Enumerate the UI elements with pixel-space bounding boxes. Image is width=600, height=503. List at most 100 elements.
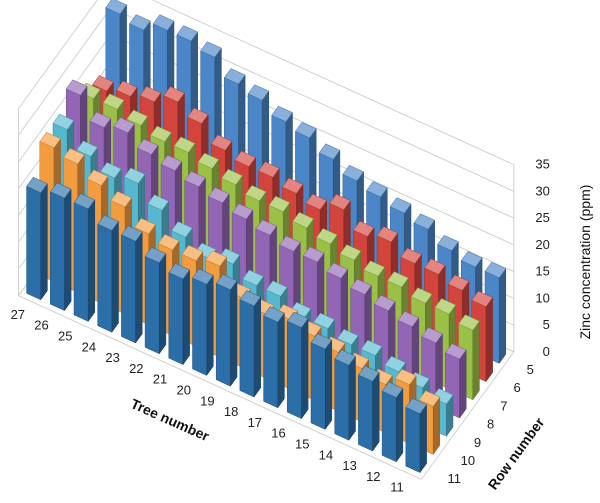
bar-top-face <box>123 167 146 184</box>
bar-side-face <box>87 199 96 323</box>
bar-top-face <box>205 250 227 267</box>
x-tick-label: 14 <box>319 447 333 462</box>
x-tick-label: 26 <box>34 318 48 333</box>
x-tick-label: 21 <box>153 372 167 387</box>
bar-top-face <box>271 105 293 123</box>
bar-front-face <box>192 277 207 376</box>
bar-row11-tree16 <box>286 311 309 420</box>
bar-side-face <box>301 317 309 420</box>
bar-top-face <box>152 14 175 31</box>
bar-top-face <box>329 193 351 211</box>
x-tick-label: 25 <box>58 329 72 344</box>
bar-top-face <box>39 131 61 149</box>
bar-row11-tree25 <box>73 193 96 323</box>
bar-row11-tree20 <box>192 268 214 377</box>
bar-top-face <box>223 68 246 85</box>
bar-side-face <box>419 403 427 474</box>
bar-top-face <box>458 314 480 331</box>
bar-top-face <box>460 251 483 268</box>
bar-top-face <box>363 260 385 277</box>
bar-top-face <box>115 80 138 97</box>
x-tick-label: 15 <box>295 437 309 452</box>
z-tick-label: 0 <box>543 344 550 359</box>
bar-row11-tree21 <box>168 263 190 366</box>
bar-front-face <box>121 234 136 344</box>
z-tick-label: 5 <box>543 317 550 332</box>
bar-top-face <box>163 86 185 103</box>
bar-top-face <box>176 25 199 42</box>
bar-top-face <box>302 246 325 263</box>
bar-top-face <box>197 152 220 169</box>
bar-top-face <box>310 333 333 350</box>
bar-top-face <box>350 278 372 295</box>
bar-side-face <box>277 312 285 409</box>
z-tick-label: 30 <box>535 183 549 198</box>
bar-front-face <box>50 191 65 311</box>
bar-top-face <box>231 203 254 220</box>
bar-row11-tree26 <box>49 182 72 312</box>
bar-top-face <box>418 390 441 407</box>
bar-top-face <box>316 228 338 245</box>
x-tick-label: 12 <box>366 469 380 484</box>
bar-row11-tree23 <box>121 225 143 344</box>
bar-top-face <box>263 306 285 323</box>
bar-top-face <box>413 213 436 230</box>
bar-top-face <box>405 397 427 415</box>
bar-top-face <box>360 339 383 356</box>
z-axis-title: Zinc concentration (ppm) <box>577 185 593 340</box>
bar-row11-tree14 <box>334 349 356 441</box>
bar-top-face <box>447 274 470 291</box>
bar-top-face <box>373 294 396 312</box>
bar-top-face <box>295 121 317 139</box>
bar-top-face <box>286 311 309 328</box>
bar-top-face <box>242 269 264 286</box>
bar-top-face <box>215 273 238 291</box>
y-tick-label: 7 <box>500 398 507 413</box>
bar-top-face <box>97 214 119 231</box>
bar-side-face <box>159 252 167 355</box>
bar-top-face <box>255 219 277 236</box>
bar-front-face <box>239 299 255 398</box>
bar-side-face <box>485 296 493 383</box>
bar-row11-tree22 <box>144 246 167 355</box>
bar-front-face <box>263 315 279 409</box>
bar-side-face <box>372 371 380 452</box>
bar-top-face <box>258 161 280 178</box>
y-tick-label: 10 <box>461 453 475 468</box>
x-tick-label: 16 <box>271 426 285 441</box>
bar-front-face <box>97 223 113 333</box>
bar-top-face <box>265 280 288 297</box>
x-tick-label: 27 <box>11 307 25 322</box>
bar-row11-tree19 <box>215 273 238 387</box>
bar-row11-tree12 <box>381 381 404 463</box>
bar-top-face <box>168 263 190 280</box>
bar-row11-tree18 <box>239 290 262 398</box>
bar-top-face <box>184 170 206 188</box>
bar-top-face <box>244 185 267 202</box>
bar-top-face <box>334 349 356 366</box>
bar-row11-tree27 <box>26 176 48 301</box>
bar-side-face <box>182 269 190 366</box>
bar-side-face <box>40 182 48 301</box>
x-tick-label: 19 <box>200 393 214 408</box>
bar-top-face <box>86 169 109 186</box>
bar-top-face <box>63 148 85 165</box>
bar-top-face <box>147 194 169 211</box>
z-tick-label: 35 <box>535 157 549 172</box>
bar-row11-tree11 <box>405 397 427 474</box>
z-tick-label: 10 <box>535 290 549 305</box>
bar-top-face <box>318 143 341 160</box>
bar-top-face <box>173 136 196 153</box>
bar-top-face <box>394 368 417 386</box>
bar-side-face <box>324 339 333 431</box>
bar-top-face <box>397 310 420 328</box>
bar-side-face <box>230 280 238 387</box>
bar-top-face <box>157 234 180 251</box>
bar-top-face <box>268 195 291 213</box>
bar-row8-tree12 <box>421 327 443 408</box>
bar-front-face <box>405 406 421 473</box>
bar-top-face <box>305 193 328 211</box>
bar-front-face <box>287 320 302 419</box>
bar-top-face <box>424 258 446 275</box>
